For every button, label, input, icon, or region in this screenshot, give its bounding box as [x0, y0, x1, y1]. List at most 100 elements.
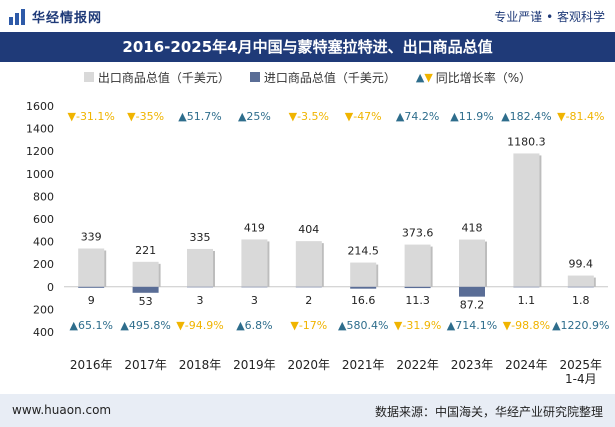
export-value-label: 1180.3: [507, 135, 546, 148]
import-value-label: 2: [305, 294, 312, 307]
export-bar-shadow: [213, 250, 215, 287]
export-bar: [241, 239, 268, 287]
import-value-label: 3: [197, 294, 204, 307]
import-bar: [78, 286, 105, 288]
y-tick-label: 1000: [26, 168, 54, 181]
y-tick-label: 1200: [26, 145, 54, 158]
export-bar: [295, 241, 322, 287]
x-tick-label: 2022年: [396, 358, 439, 372]
export-value-label: 404: [298, 223, 319, 236]
x-tick-label: 2018年: [179, 358, 222, 372]
x-tick-label: 2020年: [288, 358, 331, 372]
x-tick-label: 2021年: [342, 358, 385, 372]
legend-import-label: 进口商品总值（千美元）: [263, 70, 396, 85]
export-bar: [187, 248, 213, 287]
export-value-label: 214.5: [347, 245, 379, 258]
import-value-label: 53: [139, 295, 153, 308]
export-bar: [132, 261, 159, 287]
export-bar-shadow: [158, 263, 161, 287]
import-value-label: 11.3: [405, 294, 430, 307]
legend-import: 进口商品总值（千美元）: [249, 69, 396, 86]
import-value-label: 3: [251, 294, 258, 307]
top-bar: 华经情报网 专业严谨 • 客观科学: [0, 0, 615, 32]
export-bar-shadow: [104, 250, 107, 287]
import-bar: [404, 286, 431, 289]
footer: www.huaon.com 数据来源：中国海关，华经产业研究院整理: [0, 394, 615, 427]
y-tick-label: 200: [33, 258, 54, 271]
import-growth-label: ▼-31.9%: [394, 319, 441, 332]
y-tick-label: 1600: [26, 100, 54, 113]
brand-logo-icon: [9, 8, 25, 25]
import-growth-label: ▲1220.9%: [552, 319, 609, 332]
export-bar: [78, 248, 105, 287]
import-growth-label: ▼-17%: [290, 319, 327, 332]
export-bar-shadow: [376, 264, 379, 287]
import-value-label: 87.2: [460, 299, 485, 312]
legend-import-swatch: [249, 72, 260, 82]
export-value-label: 418: [462, 222, 483, 235]
import-bar: [567, 286, 594, 288]
legend-growth-label: 同比增长率（%）: [435, 70, 532, 85]
export-bar: [567, 275, 594, 287]
chart-area: 400 200 0 200 400 600 800 1000 1200 1400 1600 339 9 2…: [26, 100, 610, 386]
export-bar-shadow: [485, 241, 487, 287]
y-tick-label: 400: [33, 326, 54, 339]
legend-export: 出口商品总值（千美元）: [83, 69, 230, 86]
export-bar-shadow: [267, 241, 270, 287]
import-bar: [132, 286, 159, 293]
y-tick-label: 800: [33, 190, 54, 203]
brand[interactable]: 华经情报网: [8, 7, 102, 26]
chart-title: 2016-2025年4月中国与蒙特塞拉特进、出口商品总值: [0, 32, 615, 62]
x-tick-label: 2019年: [233, 358, 276, 372]
export-value-label: 99.4: [569, 258, 594, 271]
export-bar: [513, 153, 540, 287]
export-growth-label: ▼-31.1%: [68, 110, 115, 123]
export-bar-shadow: [593, 277, 596, 287]
y-tick-label: 1400: [26, 123, 54, 136]
export-bar: [459, 239, 485, 287]
export-value-label: 419: [244, 221, 265, 234]
export-growth-label: ▼-81.4%: [557, 110, 604, 123]
y-tick-label: 200: [33, 303, 54, 316]
x-tick-label: 1-4月: [565, 372, 597, 386]
y-tick-label: 0: [47, 281, 54, 294]
export-value-label: 373.6: [402, 227, 434, 240]
y-tick-label: 400: [33, 236, 54, 249]
export-growth-label: ▼-3.5%: [289, 110, 329, 123]
x-tick-label: 2017年: [124, 358, 167, 372]
export-bar: [404, 244, 431, 287]
x-tick-label: 2024年: [505, 358, 548, 372]
legend: 出口商品总值（千美元） 进口商品总值（千美元） ▲ ▼ 同比增长率（%）: [0, 66, 615, 88]
export-bar: [350, 262, 377, 287]
import-value-label: 16.6: [351, 294, 376, 307]
export-bar-shadow: [539, 155, 542, 287]
y-tick-label: 600: [33, 213, 54, 226]
brand-name: 华经情报网: [32, 11, 103, 26]
export-bar-shadow: [321, 243, 324, 287]
import-growth-label: ▲65.1%: [69, 319, 112, 332]
import-growth-label: ▲6.8%: [236, 319, 272, 332]
export-bar-shadow: [430, 246, 433, 287]
import-growth-label: ▲580.4%: [338, 319, 388, 332]
import-bar: [459, 286, 485, 297]
import-growth-label: ▲714.1%: [447, 319, 497, 332]
export-growth-label: ▼-35%: [127, 110, 164, 123]
x-tick-label: 2023年: [451, 358, 494, 372]
triangle-up-icon: ▲: [415, 70, 425, 84]
import-growth-label: ▼-94.9%: [176, 319, 223, 332]
legend-growth: ▲ ▼ 同比增长率（%）: [416, 69, 531, 86]
import-bar: [350, 286, 377, 289]
import-growth-label: ▲495.8%: [120, 319, 170, 332]
export-value-label: 221: [135, 244, 156, 257]
footer-source: 数据来源：中国海关，华经产业研究院整理: [374, 405, 603, 419]
import-bar: [241, 286, 268, 288]
import-growth-label: ▼-98.8%: [503, 319, 550, 332]
legend-export-swatch: [83, 72, 94, 82]
export-growth-label: ▼-47%: [345, 110, 382, 123]
export-growth-label: ▲25%: [238, 110, 271, 123]
import-value-label: 1.1: [518, 294, 536, 307]
x-tick-label: 2016年: [70, 358, 113, 372]
import-bar: [513, 286, 540, 288]
legend-export-label: 出口商品总值（千美元）: [97, 70, 230, 85]
footer-website[interactable]: www.huaon.com: [12, 403, 112, 417]
